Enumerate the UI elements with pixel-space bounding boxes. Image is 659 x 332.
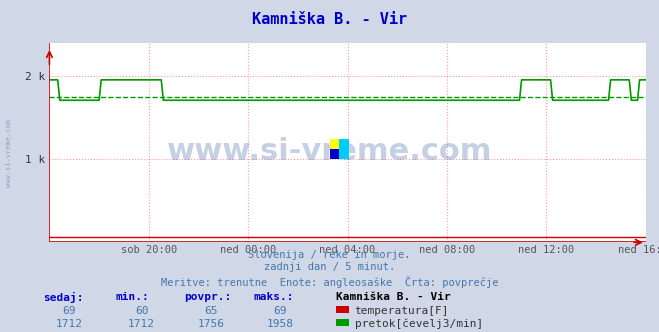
Text: Kamniška B. - Vir: Kamniška B. - Vir bbox=[336, 292, 451, 302]
Text: sedaj:: sedaj: bbox=[43, 292, 83, 303]
Text: 60: 60 bbox=[135, 306, 148, 316]
Text: zadnji dan / 5 minut.: zadnji dan / 5 minut. bbox=[264, 262, 395, 272]
Text: Meritve: trenutne  Enote: angleosaške  Črta: povprečje: Meritve: trenutne Enote: angleosaške Črt… bbox=[161, 276, 498, 288]
Text: min.:: min.: bbox=[115, 292, 149, 302]
Text: Slovenija / reke in morje.: Slovenija / reke in morje. bbox=[248, 250, 411, 260]
Text: 1712: 1712 bbox=[56, 319, 82, 329]
Text: temperatura[F]: temperatura[F] bbox=[355, 306, 449, 316]
Text: maks.:: maks.: bbox=[254, 292, 294, 302]
Text: 65: 65 bbox=[204, 306, 217, 316]
Text: pretok[čevelj3/min]: pretok[čevelj3/min] bbox=[355, 319, 483, 329]
Text: 1756: 1756 bbox=[198, 319, 224, 329]
Text: 69: 69 bbox=[63, 306, 76, 316]
Text: www.si-vreme.com: www.si-vreme.com bbox=[167, 136, 492, 166]
Text: www.si-vreme.com: www.si-vreme.com bbox=[5, 119, 12, 187]
Text: 1712: 1712 bbox=[129, 319, 155, 329]
Text: povpr.:: povpr.: bbox=[185, 292, 232, 302]
Text: 1958: 1958 bbox=[267, 319, 293, 329]
Text: 69: 69 bbox=[273, 306, 287, 316]
Text: Kamniška B. - Vir: Kamniška B. - Vir bbox=[252, 12, 407, 27]
